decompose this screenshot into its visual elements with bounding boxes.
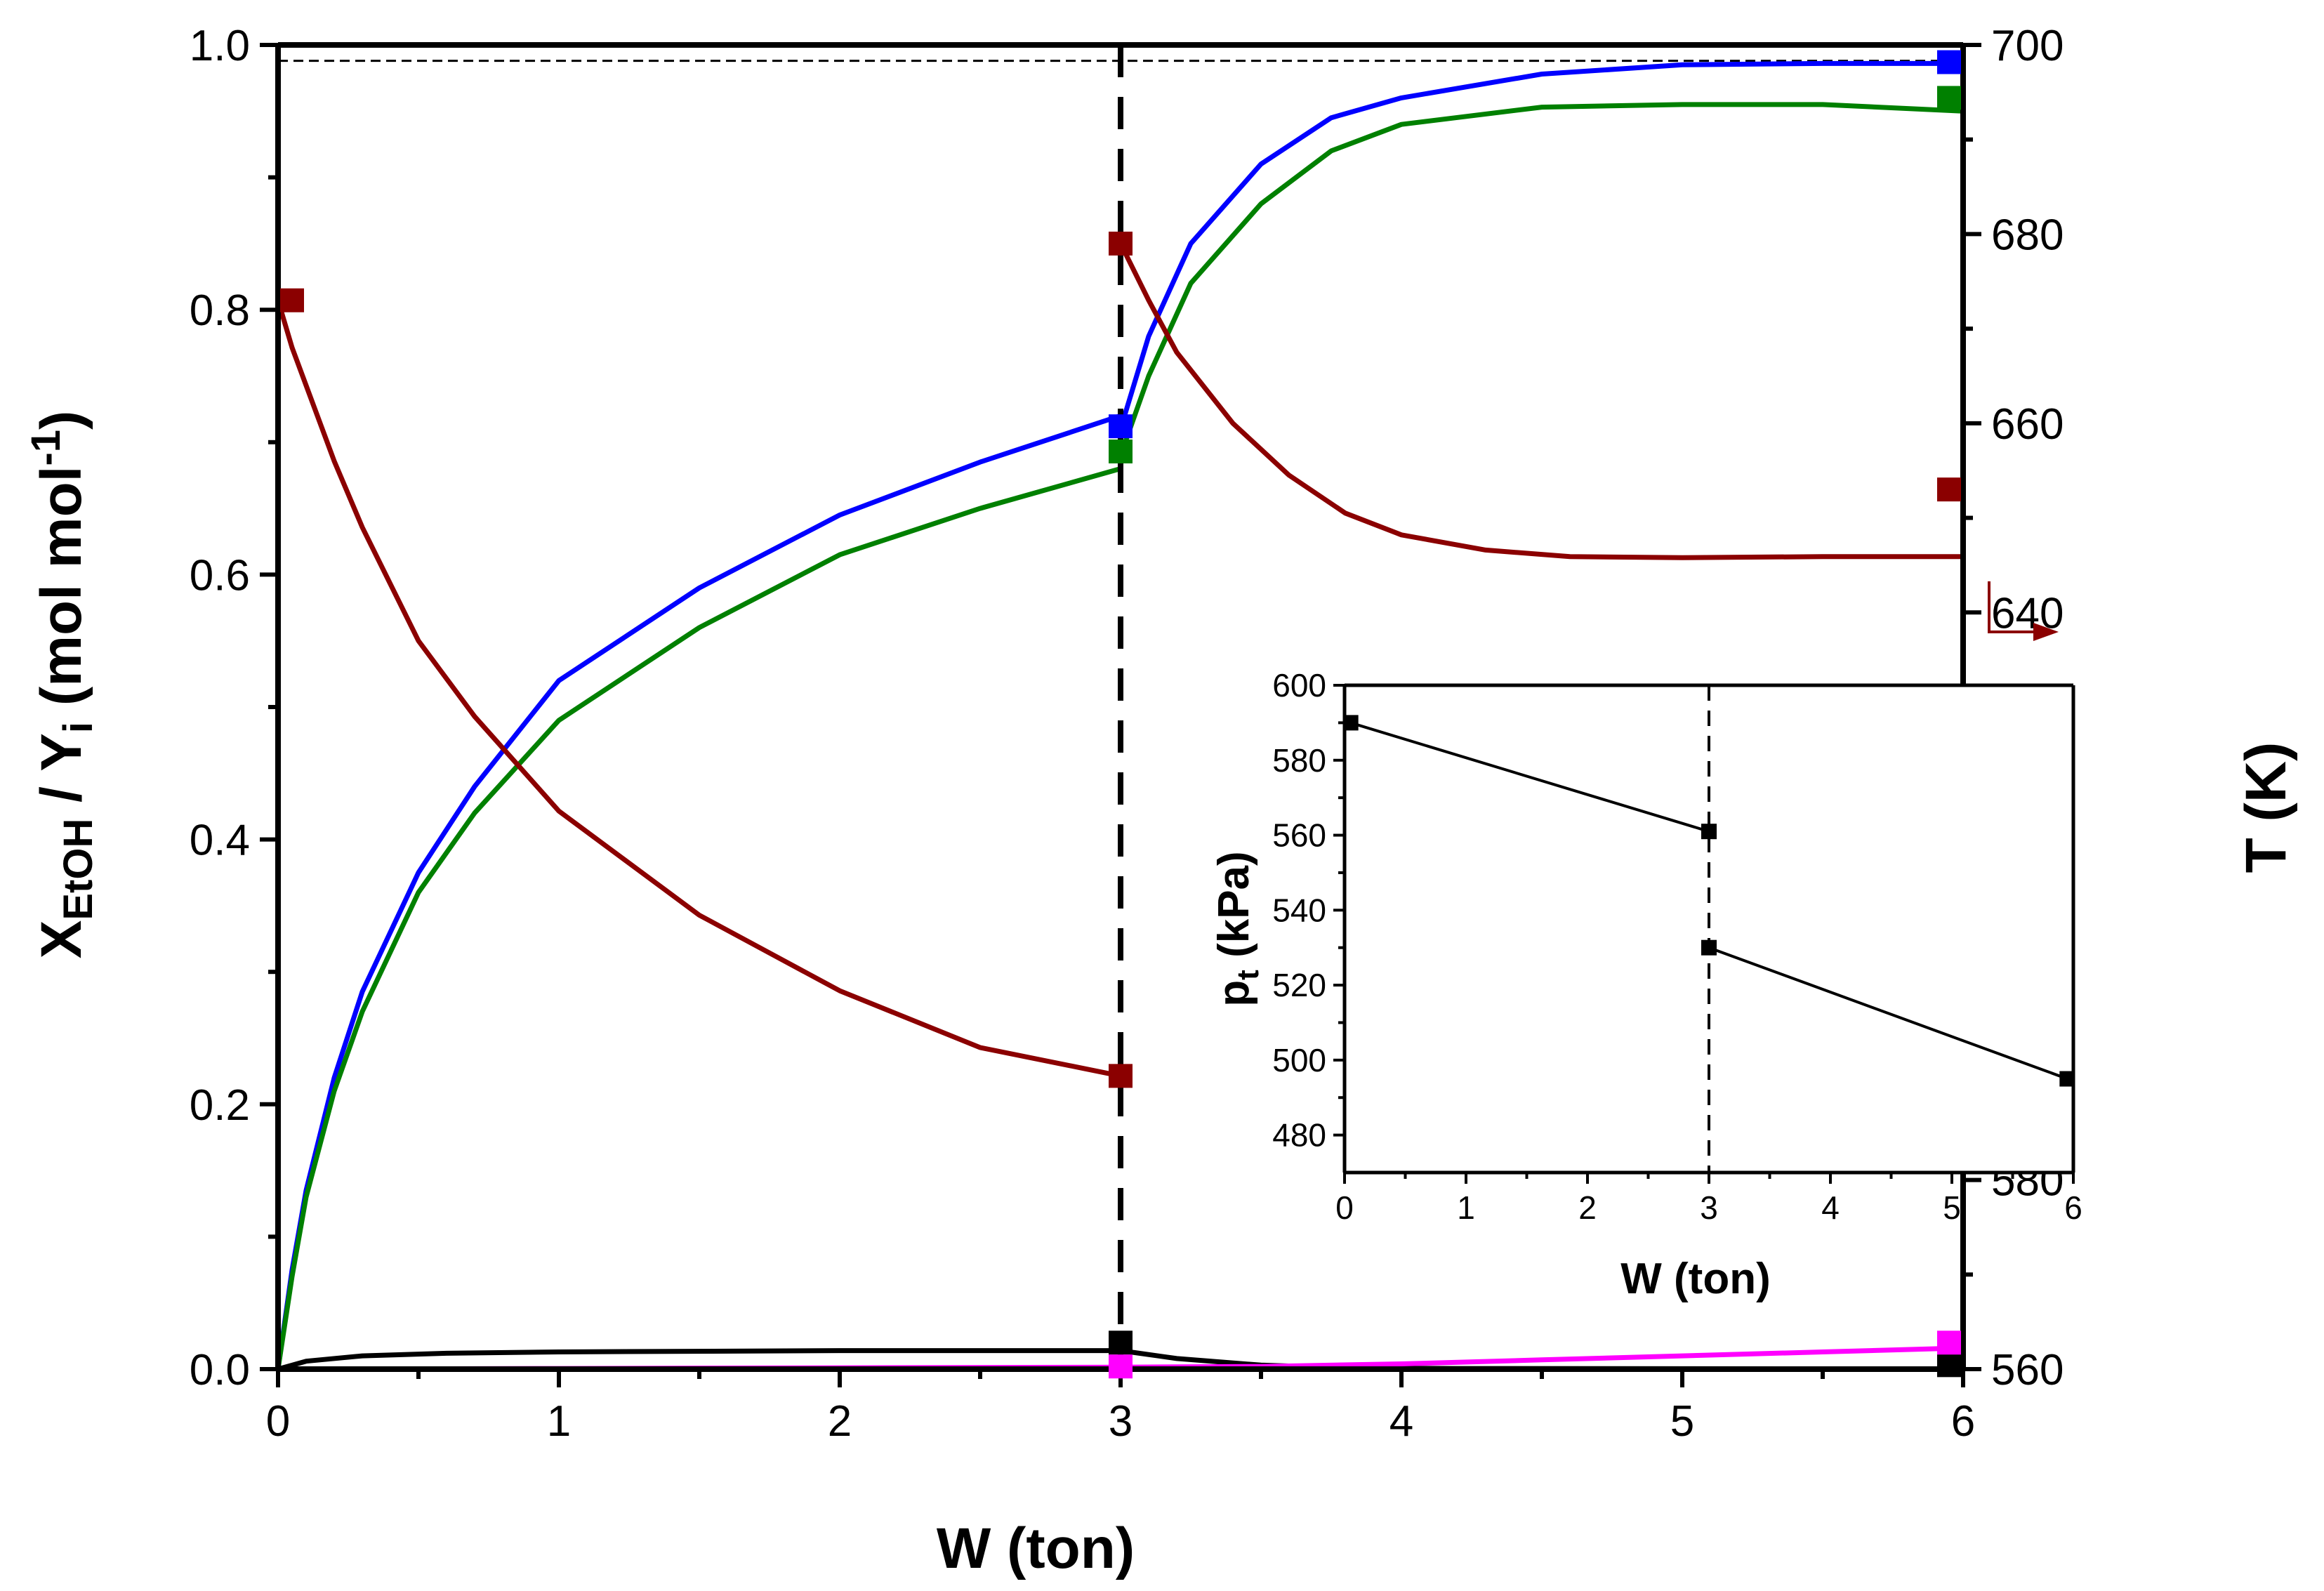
inset-x-tick-label-3: 3 xyxy=(1700,1189,1718,1226)
x-tick-label-5: 5 xyxy=(1670,1397,1694,1446)
y-axis-title-x: X xyxy=(29,920,93,959)
x-tick-label-2: 2 xyxy=(828,1397,852,1446)
x-tick-label-3: 3 xyxy=(1109,1397,1133,1446)
inset-y-tick-label-480: 480 xyxy=(1272,1117,1326,1154)
marker-y-main-product-1 xyxy=(1109,440,1133,464)
y-axis-title-close: ) xyxy=(29,411,93,430)
inset-x-tick-label-2: 2 xyxy=(1578,1189,1597,1226)
inset-marker-1 xyxy=(1342,715,1359,731)
marker-t-k-3 xyxy=(1109,231,1133,256)
inset-y-axis-title: pt (kPa) xyxy=(1210,851,1265,1006)
inset-series-markers xyxy=(1342,715,2075,1087)
inset-x-tick-label-1: 1 xyxy=(1457,1189,1475,1226)
y-axis-title-y-subscript: i xyxy=(55,722,101,733)
marker-t-k-1 xyxy=(280,288,304,312)
marker-y-minor-product-1 xyxy=(1109,1354,1133,1379)
y2-tick-label-560: 560 xyxy=(1991,1346,2064,1394)
inset-line-segment-2 xyxy=(1708,946,2068,1081)
y2-tick-label-660: 660 xyxy=(1991,400,2064,449)
inset-x-tick-label-6: 6 xyxy=(2064,1189,2082,1226)
inset-x-axis-title: W (ton) xyxy=(1620,1255,1770,1303)
series-line-t-k-segment-1 xyxy=(275,298,1123,1078)
series-line-x-etoh-conversion-segment-1 xyxy=(275,413,1123,1372)
y-tick-label-0-8: 0.8 xyxy=(190,286,250,335)
inset-x-tick-label-4: 4 xyxy=(1821,1189,1840,1226)
inset-y-tick-label-560: 560 xyxy=(1272,817,1326,854)
inset-y-tick-label-500: 500 xyxy=(1272,1042,1326,1078)
inset-y-axis-title-unit: (kPa) xyxy=(1210,851,1258,970)
marker-x-etoh-conversion-2 xyxy=(1937,50,1961,74)
main-series-markers xyxy=(280,50,1961,1379)
y-axis-title-unit: (mol mol xyxy=(29,466,93,722)
series-line-y-main-product-segment-2 xyxy=(1118,102,1966,458)
marker-t-k-4 xyxy=(1937,477,1961,502)
inset-chart: 0 1 2 3 4 5 6 480 500 520 540 560 580 600 xyxy=(1272,667,2082,1226)
marker-y-main-product-2 xyxy=(1937,86,1961,110)
y-axis-title-divider: / Y xyxy=(29,733,93,819)
y-tick-label-0-6: 0.6 xyxy=(190,551,250,600)
inset-y-tick-label-520: 520 xyxy=(1272,967,1326,1003)
inset-line-segment-1 xyxy=(1350,721,1710,833)
y-tick-label-1-0: 1.0 xyxy=(190,22,250,70)
series-line-y-by-product-segment-1 xyxy=(275,1348,1123,1372)
x-tick-label-1: 1 xyxy=(547,1397,571,1446)
inset-marker-2 xyxy=(1701,824,1717,840)
main-series-group xyxy=(275,45,1966,1372)
y2-axis-title: T (K) xyxy=(2234,742,2298,873)
inset-series-group xyxy=(1350,721,2068,1081)
marker-x-etoh-conversion-1 xyxy=(1109,414,1133,439)
y-axis-title: XEtOH / Yi (mol mol-1) xyxy=(23,411,101,959)
series-line-y-minor-product-segment-2 xyxy=(1118,1345,1966,1370)
y-tick-label-0-0: 0.0 xyxy=(190,1346,250,1394)
marker-y-minor-product-2 xyxy=(1937,1331,1961,1355)
inset-x-tick-label-0: 0 xyxy=(1335,1189,1354,1226)
inset-x-tick-label-5: 5 xyxy=(1943,1189,1961,1226)
x-tick-label-4: 4 xyxy=(1389,1397,1413,1446)
y-tick-label-0-2: 0.2 xyxy=(190,1081,250,1130)
marker-y-by-product-1 xyxy=(1109,1331,1133,1355)
temperature-axis-arrow xyxy=(1988,581,2059,641)
inset-y-tick-label-600: 600 xyxy=(1272,667,1326,704)
inset-y-axis-title-p: p xyxy=(1210,980,1258,1007)
y2-tick-label-680: 680 xyxy=(1991,211,2064,259)
series-line-t-k-segment-2 xyxy=(1118,241,1966,560)
y-tick-label-0-4: 0.4 xyxy=(190,817,250,865)
marker-y-by-product-2 xyxy=(1937,1353,1961,1378)
x-tick-label-0: 0 xyxy=(266,1397,290,1446)
x-axis-title: W (ton) xyxy=(937,1517,1135,1580)
inset-marker-4 xyxy=(2059,1071,2075,1087)
series-line-x-etoh-conversion-segment-2 xyxy=(1118,60,1966,432)
marker-t-k-2 xyxy=(1109,1064,1133,1088)
x-tick-label-6: 6 xyxy=(1951,1397,1975,1446)
y2-tick-label-700: 700 xyxy=(1991,22,2064,70)
inset-y-tick-label-580: 580 xyxy=(1272,742,1326,779)
inset-y-tick-label-540: 540 xyxy=(1272,892,1326,928)
series-line-y-main-product-segment-1 xyxy=(275,466,1123,1372)
y-axis-title-unit-superscript: -1 xyxy=(23,430,69,466)
inset-marker-3 xyxy=(1701,939,1717,956)
inset-axis-ticks: 0 1 2 3 4 5 6 480 500 520 540 560 580 600 xyxy=(1272,667,2082,1226)
y-axis-title-x-subscript: EtOH xyxy=(55,819,101,920)
inset-y-axis-title-subscript: t xyxy=(1231,970,1265,980)
